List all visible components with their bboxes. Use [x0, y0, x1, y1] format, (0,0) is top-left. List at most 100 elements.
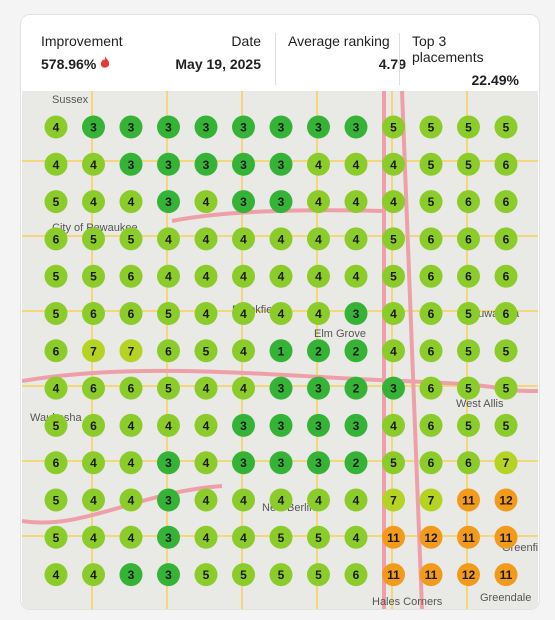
rank-label: 3: [165, 531, 172, 545]
rank-label: 5: [128, 232, 135, 246]
map-label: West Allis: [456, 398, 504, 410]
rank-label: 7: [390, 494, 397, 508]
rank-pin: [269, 302, 293, 325]
rank-pin: [269, 190, 293, 214]
rank-label: 6: [428, 419, 435, 433]
rank-pin: [194, 376, 218, 400]
rank-pin: [157, 302, 180, 325]
rank-pin: [44, 264, 68, 288]
rank-pin: [307, 376, 330, 400]
rank-pin: [44, 152, 68, 176]
rank-label: 5: [315, 531, 322, 545]
rank-pin: [344, 115, 368, 139]
rank-label: 4: [165, 419, 172, 433]
rank-pin: [382, 115, 405, 139]
map: Sussex City of Pewaukee Brookfield Elm G…: [22, 91, 538, 609]
stat-label: Top 3 placements: [412, 33, 484, 65]
rank-label: 4: [315, 494, 322, 508]
rank-pin: [419, 190, 443, 214]
rank-pin: [494, 525, 518, 549]
rank-pin: [44, 227, 68, 251]
rank-label: 5: [428, 121, 435, 135]
rank-pin: [232, 413, 255, 437]
rank-pin: [119, 264, 143, 288]
rank-pin: [457, 413, 480, 437]
rank-label: 4: [203, 195, 210, 209]
rank-pin: [344, 227, 368, 251]
rank-pin: [194, 115, 218, 139]
rank-pin: [494, 376, 518, 400]
rank-label: 3: [128, 158, 135, 172]
rank-label: 3: [165, 195, 172, 209]
rank-pin: [344, 488, 368, 512]
rank-pin: [119, 488, 143, 512]
rank-pin: [44, 488, 68, 512]
rank-label: 4: [240, 344, 247, 358]
rank-label: 3: [278, 195, 285, 209]
rank-label: 5: [53, 531, 60, 545]
rank-pin: [494, 563, 518, 587]
rank-label: 4: [353, 158, 360, 172]
rank-label: 4: [203, 494, 210, 508]
rank-label: 2: [315, 344, 322, 358]
rank-label: 4: [90, 494, 97, 508]
rank-label: 5: [390, 456, 397, 470]
rank-label: 3: [278, 382, 285, 396]
stat: Improvement 578.96%: [41, 33, 123, 72]
rank-label: 4: [353, 494, 360, 508]
stat-label: Improvement: [41, 33, 123, 49]
map-label: Elm Grove: [314, 328, 366, 340]
rank-pin: [44, 563, 68, 587]
rank-label: 2: [353, 456, 360, 470]
rank-pin: [119, 152, 143, 176]
rank-pin: [382, 152, 405, 176]
rank-label: 4: [353, 195, 360, 209]
rank-pin: [457, 264, 480, 288]
rank-pin: [82, 488, 105, 512]
stat-value: 4.79: [378, 56, 406, 72]
rank-pin: [194, 451, 218, 475]
rank-pin: [419, 115, 443, 139]
rank-pin: [457, 451, 480, 475]
rank-pin: [194, 227, 218, 251]
rank-label: 3: [315, 456, 322, 470]
rank-pin: [119, 376, 143, 400]
rank-label: 6: [128, 382, 135, 396]
rank-pin: [382, 413, 405, 437]
rank-pin: [119, 563, 143, 587]
rank-pin: [419, 227, 443, 251]
rank-label: 4: [90, 531, 97, 545]
rank-label: 5: [465, 344, 472, 358]
rank-pin: [457, 488, 480, 512]
rank-pin: [82, 525, 105, 549]
rank-label: 3: [165, 456, 172, 470]
rank-label: 4: [390, 195, 397, 209]
rank-pin: [232, 227, 255, 251]
rank-label: 6: [128, 307, 135, 321]
rank-pin: [194, 302, 218, 325]
rank-label: 3: [278, 158, 285, 172]
rank-label: 4: [203, 382, 210, 396]
rank-pin: [307, 563, 330, 587]
rank-pin: [232, 451, 255, 475]
rank-label: 4: [240, 531, 247, 545]
rank-pin: [494, 227, 518, 251]
rank-label: 5: [390, 121, 397, 135]
rank-label: 7: [128, 344, 135, 358]
rank-pin: [232, 376, 255, 400]
rank-pin: [44, 190, 68, 214]
rank-label: 6: [90, 382, 97, 396]
rank-label: 4: [53, 121, 60, 135]
rank-label: 6: [53, 344, 60, 358]
rank-label: 11: [500, 531, 513, 545]
rank-label: 4: [90, 456, 97, 470]
rank-label: 7: [90, 344, 97, 358]
rank-pin: [157, 264, 180, 288]
rank-pin: [232, 525, 255, 549]
rank-label: 6: [428, 382, 435, 396]
rank-pin: [494, 339, 518, 363]
rank-label: 5: [428, 158, 435, 172]
rank-pin: [457, 152, 480, 176]
rank-pin: [82, 152, 105, 176]
rank-pin: [307, 115, 330, 139]
